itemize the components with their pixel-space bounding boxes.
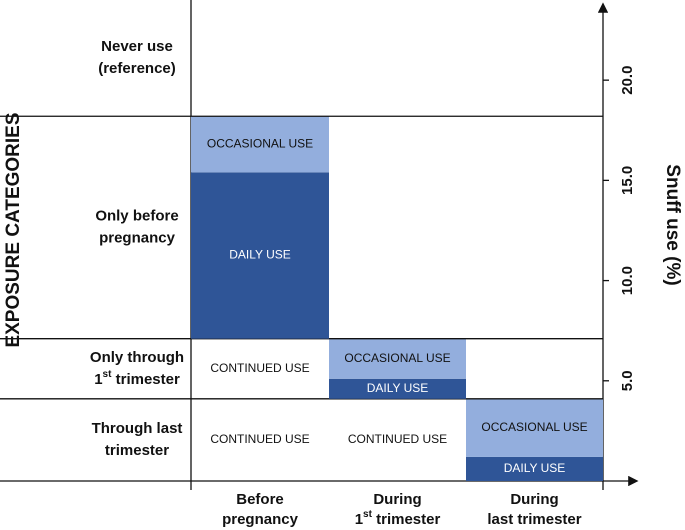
label-part: (reference) (98, 60, 176, 77)
label-part: st (363, 509, 373, 520)
y2-tick-label: 20.0 (619, 66, 636, 95)
cell-label: CONTINUED USE (210, 432, 309, 446)
label-part: During (510, 491, 558, 508)
bar-segment (466, 398, 603, 457)
label-part: trimester (111, 371, 180, 388)
y-axis-label: EXPOSURE CATEGORIES (3, 112, 24, 347)
y2-tick-label: 15.0 (619, 166, 636, 195)
segment-label: OCCASIONAL USE (344, 351, 450, 365)
row-label: Only before pregnancy (95, 207, 178, 246)
segment-label: OCCASIONAL USE (207, 136, 313, 150)
label-part: st (103, 369, 113, 380)
segment-label: DAILY USE (367, 381, 429, 395)
column-label: During 1st trimester (355, 491, 441, 528)
column-label: During last trimester (487, 491, 581, 528)
label-part: pregnancy (222, 511, 299, 528)
bar-segment (191, 172, 329, 339)
row-label: Through last trimester (92, 420, 183, 459)
label-part: Before (236, 491, 284, 508)
column-label: Before pregnancy (222, 491, 299, 528)
cell-label: CONTINUED USE (210, 361, 309, 375)
label-part: Only through (90, 349, 184, 366)
y2-axis-label: Snuff use (%) (662, 164, 683, 285)
label-part: pregnancy (99, 229, 176, 246)
label-part: last trimester (487, 511, 581, 528)
label-part: trimester (372, 511, 441, 528)
label-part: Through last (92, 420, 183, 437)
segment-label: DAILY USE (504, 461, 566, 475)
label-part: 1 (94, 371, 102, 388)
row-label: Only through 1st trimester (90, 349, 184, 388)
label-part: trimester (105, 442, 169, 459)
bar-segment (191, 116, 329, 173)
y2-tick-label: 10.0 (619, 266, 636, 295)
bar-segment (329, 378, 466, 399)
segment-label: OCCASIONAL USE (481, 420, 587, 434)
label-part: 1 (355, 511, 363, 528)
bar-segment (466, 456, 603, 481)
cell-label: CONTINUED USE (348, 432, 447, 446)
y2-tick-label: 5.0 (619, 370, 636, 391)
label-part: Never use (101, 38, 173, 55)
row-label: Never use (reference) (98, 38, 176, 77)
segment-label: DAILY USE (229, 248, 291, 262)
label-part: Only before (95, 207, 178, 224)
bar-segment (329, 338, 466, 379)
label-part: During (373, 491, 421, 508)
